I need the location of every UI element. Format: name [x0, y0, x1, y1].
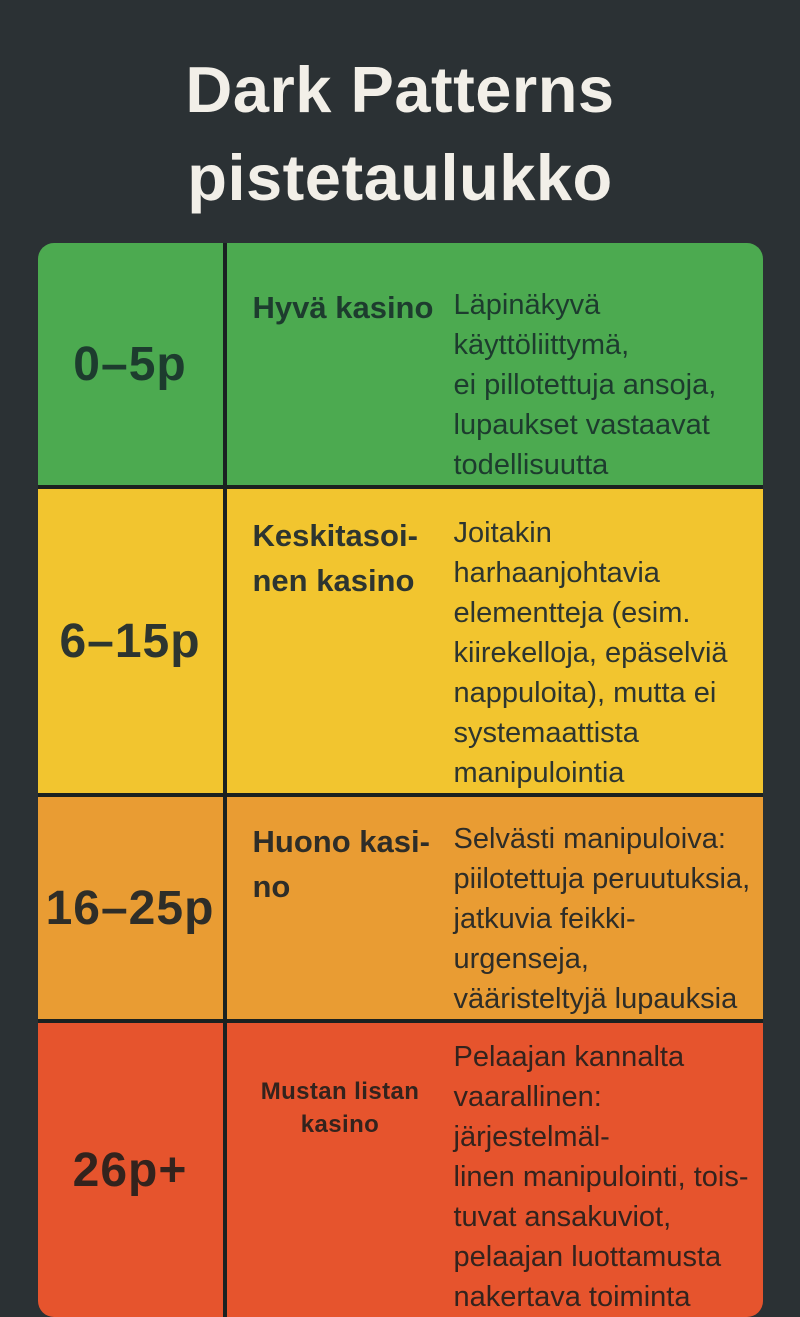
table-row-blacklist-casino: 26p+ Mustan listan kasino Pelaajan kanna…	[37, 1019, 763, 1317]
page-background: Dark Patterns pistetaulukko 0–5p Hyvä ka…	[0, 46, 800, 1317]
score-range-cell: 16–25p	[38, 797, 227, 1019]
table-row-bad-casino: 16–25p Huono kasi- no Selvästi manipuloi…	[37, 793, 763, 1019]
score-range-cell: 26p+	[38, 1023, 227, 1317]
category-description-cell: Joitakin harhaanjohtavia elementteja (es…	[453, 517, 728, 789]
table-row-good-casino: 0–5p Hyvä kasino Läpinäkyvä käyttöliitty…	[37, 243, 763, 485]
table-row-average-casino: 6–15p Keskitasoi- nen kasino Joitakin ha…	[37, 485, 763, 793]
category-label-cell: Huono kasi- no	[252, 824, 430, 904]
page-title: Dark Patterns pistetaulukko	[185, 53, 615, 214]
score-range-cell: 0–5p	[38, 243, 227, 485]
category-label-cell: Hyvä kasino	[252, 290, 434, 325]
score-table: 0–5p Hyvä kasino Läpinäkyvä käyttöliitty…	[37, 243, 763, 1317]
category-label-cell: Keskitasoi- nen kasino	[252, 518, 418, 598]
category-description-cell: Selvästi manipuloiva: piilotettuja peruu…	[453, 823, 751, 1015]
score-range-cell: 6–15p	[38, 489, 227, 793]
category-description-cell: Läpinäkyvä käyttöliittymä, ei pillotettu…	[453, 289, 717, 481]
category-description-cell: Pelaajan kannalta vaarallinen: järjestel…	[453, 1041, 749, 1313]
category-label-cell: Mustan listan kasino	[260, 1078, 420, 1138]
